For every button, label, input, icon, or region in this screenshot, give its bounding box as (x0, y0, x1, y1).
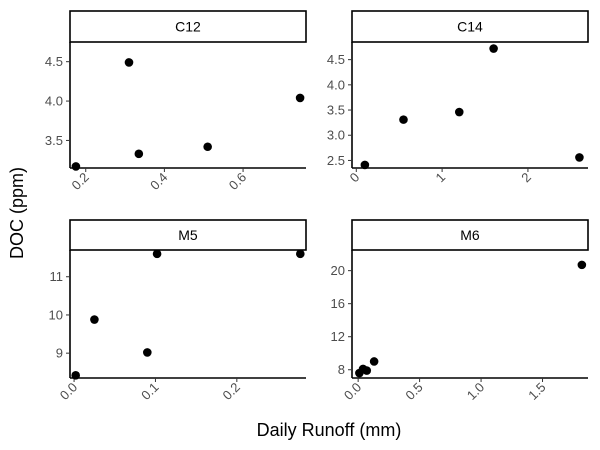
y-tick-label: 3.5 (327, 103, 345, 118)
data-point (295, 93, 305, 103)
x-tick-label: 2 (518, 170, 534, 186)
x-tick-label: 0.2 (220, 380, 243, 403)
data-point (362, 366, 372, 375)
data-point (203, 142, 212, 152)
x-tick-label: 0.2 (68, 170, 91, 193)
facet-strip (69, 10, 307, 43)
data-point (577, 260, 587, 270)
y-tick-label: 16 (331, 296, 345, 311)
x-tick-label: 1.0 (464, 380, 487, 403)
panel-c14: C14 2.5 3.0 3.5 4.0 4.5 0 1 2 (327, 10, 589, 186)
panel-m5: M5 9 10 11 0.0 0.1 0.2 (49, 219, 307, 403)
x-tick-label: 0.5 (402, 380, 425, 403)
y-tick-label: 4.5 (45, 54, 63, 69)
data-point (575, 153, 584, 162)
y-tick-label: 9 (56, 346, 63, 361)
y-tick-label: 3.5 (45, 133, 63, 148)
data-point (399, 115, 408, 124)
x-tick-label: 0 (347, 170, 363, 186)
y-tick-label: 2.5 (327, 153, 345, 168)
facet-strip (351, 10, 589, 43)
y-tick-label: 11 (50, 269, 64, 284)
data-point (90, 315, 99, 324)
x-tick-label: 0.4 (147, 170, 170, 193)
facet-label: M5 (178, 227, 198, 243)
y-tick-label: 4.5 (327, 52, 345, 67)
data-point (489, 44, 498, 53)
x-tick-label: 0.0 (341, 380, 364, 403)
panel-c12: C12 3.5 4.0 4.5 0.2 0.4 0.6 (45, 10, 307, 193)
data-point (143, 348, 152, 357)
data-point (134, 149, 144, 159)
x-tick-label: 1.5 (525, 380, 548, 403)
y-axis-title: DOC (ppm) (7, 167, 27, 259)
data-point (71, 162, 81, 171)
facet-strip (351, 219, 589, 251)
panel-m6: M6 8 12 16 20 0.0 0.5 1.0 1.5 (331, 219, 589, 403)
y-tick-label: 8 (338, 362, 345, 377)
data-point (152, 249, 162, 259)
x-tick-label: 1 (433, 170, 449, 186)
y-tick-label: 4.0 (327, 77, 345, 92)
facet-label: C14 (457, 19, 483, 35)
x-tick-label: 0.6 (226, 170, 249, 193)
data-point (124, 58, 134, 67)
y-tick-label: 20 (331, 263, 345, 278)
facet-label: M6 (460, 227, 480, 243)
facet-strip (69, 219, 307, 251)
x-tick-label: 0.1 (138, 380, 161, 403)
data-point (369, 357, 379, 366)
data-point (71, 371, 80, 380)
x-axis-title: Daily Runoff (mm) (257, 420, 402, 440)
y-tick-label: 10 (49, 307, 63, 322)
y-tick-label: 3.0 (327, 128, 345, 143)
x-tick-label: 0.0 (57, 380, 80, 403)
data-point (360, 160, 370, 170)
data-point (296, 249, 305, 259)
y-tick-label: 12 (331, 329, 345, 344)
facet-label: C12 (175, 19, 201, 35)
y-tick-label: 4.0 (45, 94, 63, 109)
data-point (454, 107, 464, 117)
